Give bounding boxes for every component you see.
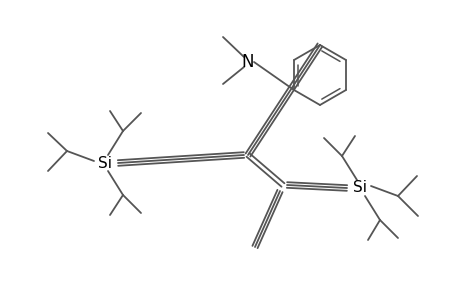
Text: Si: Si bbox=[98, 155, 112, 170]
Text: Si: Si bbox=[352, 181, 366, 196]
Text: N: N bbox=[241, 53, 254, 71]
